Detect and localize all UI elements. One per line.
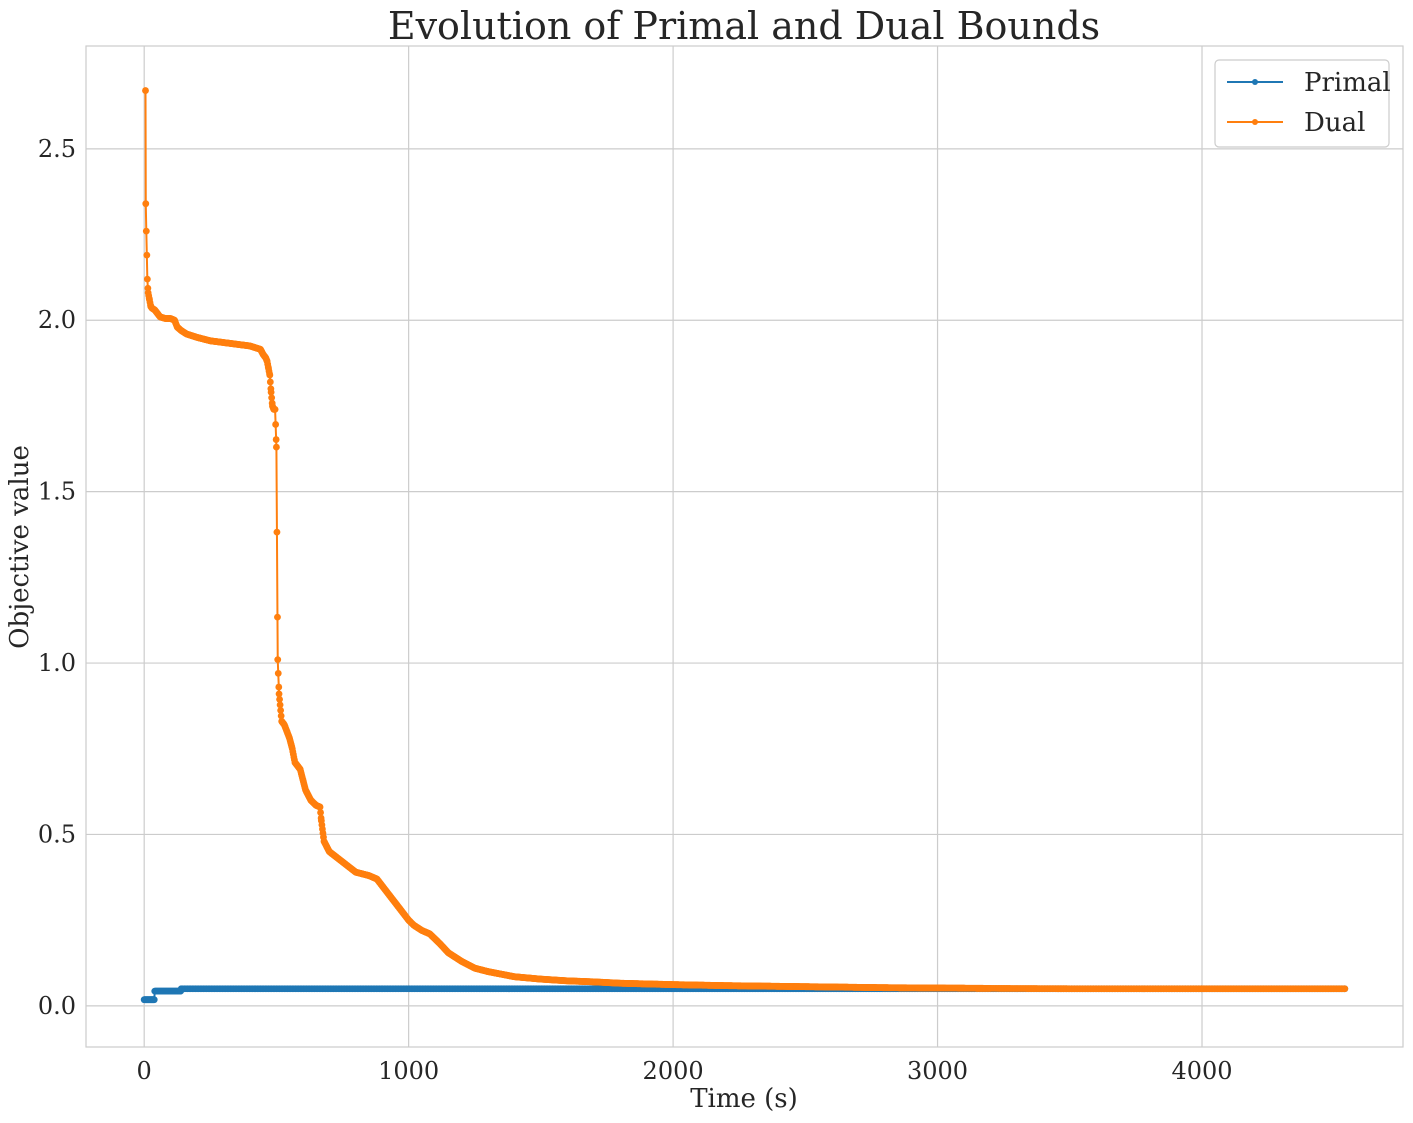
dual-point [317,809,324,816]
dual-point [275,683,283,691]
y-tick-label: 1.5 [38,478,76,506]
dual-point [276,701,284,709]
dual-point [275,690,283,698]
dual-point [277,706,285,714]
grid [86,46,1403,1047]
dual-point [271,405,279,413]
dual-point [1341,985,1349,993]
y-axis-ticks: 0.0 0.5 1.0 1.5 2.0 2.5 [38,135,76,1020]
dual-point [142,87,149,94]
dual-point [266,378,274,386]
x-tick-label: 4000 [1171,1057,1232,1085]
dual-point [273,528,281,536]
dual-point [268,394,276,402]
chart-title: Evolution of Primal and Dual Bounds [388,4,1100,48]
dual-point [274,656,282,664]
y-tick-label: 2.5 [38,135,76,163]
dual-point [274,613,281,621]
plot-area [85,45,1404,1048]
dual-point [273,443,280,451]
series-layer [140,87,1349,1004]
x-tick-label: 2000 [643,1057,704,1085]
dual-point [266,371,274,379]
dual-line [144,90,1345,990]
y-tick-label: 1.0 [38,649,76,677]
dual-point [142,227,150,235]
y-axis-label: Objective value [5,445,35,649]
primal-point [150,996,158,1004]
dual-point [276,695,283,703]
dual-point [142,200,150,208]
y-tick-label: 0.5 [38,820,76,848]
legend-marker-dual [1252,119,1258,125]
dual-point [143,275,151,283]
dual-point [272,421,280,428]
x-axis-label: Time (s) [690,1084,798,1114]
legend-label-primal: Primal [1304,68,1391,98]
x-tick-label: 0 [137,1057,152,1085]
y-tick-label: 0.0 [38,992,76,1020]
dual-point [143,251,151,259]
dual-point [267,388,275,396]
legend-label-dual: Dual [1304,108,1365,138]
x-tick-label: 3000 [907,1057,968,1085]
dual-point [272,436,280,443]
series-dual [142,87,1349,993]
y-tick-label: 2.0 [38,306,76,334]
dual-markers [142,87,1349,993]
legend-marker-primal [1252,79,1258,85]
legend: Primal Dual [1214,59,1391,148]
x-tick-label: 1000 [378,1057,439,1085]
dual-point [277,712,285,720]
x-axis-ticks: 0 1000 2000 3000 4000 [137,1057,1233,1085]
dual-point [316,803,324,811]
dual-point [274,669,282,677]
